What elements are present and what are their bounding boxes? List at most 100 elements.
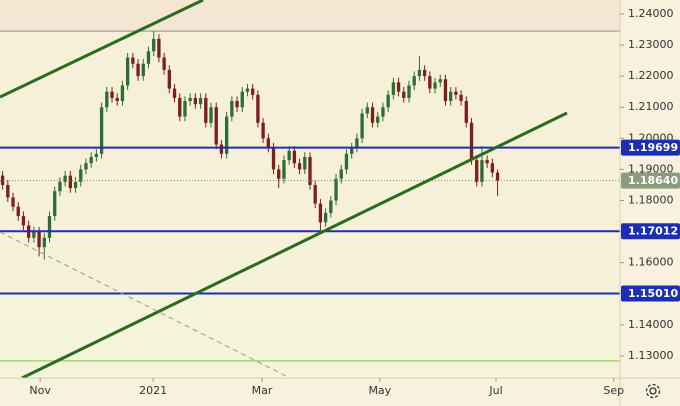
candle-body bbox=[350, 147, 354, 154]
candle bbox=[136, 59, 140, 81]
candle-body bbox=[433, 82, 437, 89]
candle-body bbox=[339, 169, 343, 179]
candle-body bbox=[110, 91, 114, 98]
candle-body bbox=[178, 97, 182, 117]
candle bbox=[391, 77, 396, 100]
candle bbox=[167, 65, 171, 94]
candle-body bbox=[485, 160, 489, 164]
candle-body bbox=[146, 51, 151, 64]
candle bbox=[125, 52, 130, 91]
candle bbox=[193, 93, 198, 109]
time-axis bbox=[0, 378, 680, 406]
candle bbox=[318, 198, 323, 231]
candle bbox=[417, 55, 422, 81]
y-tick-label: 1.16000 bbox=[628, 256, 674, 269]
candle bbox=[89, 152, 93, 168]
x-tick-label: 2021 bbox=[139, 384, 167, 397]
candle-body bbox=[188, 97, 192, 102]
candle-body bbox=[323, 212, 328, 223]
candle bbox=[146, 46, 151, 69]
candle-body bbox=[303, 156, 307, 170]
candle-body bbox=[464, 101, 468, 123]
candle bbox=[230, 96, 234, 122]
candle bbox=[6, 180, 10, 203]
candle-body bbox=[152, 38, 156, 52]
candle-body bbox=[47, 216, 52, 238]
candle bbox=[381, 102, 385, 122]
candle bbox=[11, 192, 15, 212]
candle-body bbox=[251, 88, 255, 95]
candle bbox=[422, 65, 427, 81]
candle bbox=[94, 149, 99, 162]
candle bbox=[292, 146, 297, 168]
candle-body bbox=[240, 91, 244, 108]
candle bbox=[219, 139, 224, 159]
y-tick-label: 1.19000 bbox=[628, 162, 674, 175]
price-tag-label: 1.18640 bbox=[628, 174, 678, 187]
trend-lines bbox=[0, 0, 568, 380]
candle-body bbox=[360, 113, 364, 139]
price-tag-label: 1.15010 bbox=[628, 287, 678, 300]
candle bbox=[105, 87, 109, 112]
candle bbox=[178, 93, 182, 122]
y-tick-label: 1.22000 bbox=[628, 69, 674, 82]
candle-body bbox=[6, 184, 10, 198]
candle-body bbox=[131, 57, 135, 64]
candle bbox=[16, 202, 20, 221]
candle bbox=[73, 177, 78, 193]
candle bbox=[198, 93, 203, 109]
candle bbox=[152, 31, 156, 56]
candle-body bbox=[292, 150, 297, 164]
price-tag bbox=[621, 172, 680, 189]
candle-body bbox=[334, 178, 338, 201]
candle bbox=[58, 177, 62, 196]
candle bbox=[433, 77, 437, 94]
candle-body bbox=[402, 91, 406, 98]
candle-body bbox=[63, 175, 67, 182]
candle-body bbox=[271, 147, 276, 170]
band bbox=[0, 293, 620, 378]
candle bbox=[183, 96, 187, 122]
candle-body bbox=[287, 150, 291, 161]
candle-body bbox=[407, 85, 411, 98]
y-tick-label: 1.23000 bbox=[628, 38, 674, 51]
candle bbox=[308, 152, 312, 190]
candle bbox=[32, 226, 36, 243]
candle bbox=[240, 87, 244, 112]
candle-body bbox=[454, 91, 458, 95]
candle-body bbox=[422, 69, 427, 77]
candle bbox=[141, 59, 145, 81]
candle-body bbox=[16, 206, 20, 217]
y-tick-label: 1.14000 bbox=[628, 318, 674, 331]
price-tag bbox=[621, 285, 680, 302]
candle-body bbox=[318, 203, 323, 223]
candle-body bbox=[475, 160, 479, 182]
candle bbox=[110, 87, 114, 103]
candle bbox=[261, 118, 265, 143]
candle-body bbox=[219, 144, 224, 154]
candle-body bbox=[172, 88, 177, 98]
candle bbox=[115, 93, 119, 106]
candle bbox=[256, 90, 260, 128]
candle bbox=[355, 133, 359, 153]
candle-body bbox=[490, 163, 495, 173]
candle-body bbox=[344, 153, 349, 170]
candle bbox=[323, 208, 328, 227]
candle bbox=[449, 87, 453, 106]
candle bbox=[209, 102, 213, 128]
price-tag-label: 1.17012 bbox=[628, 225, 678, 238]
candle bbox=[438, 74, 442, 88]
candle-body bbox=[376, 116, 380, 123]
candle-body bbox=[0, 175, 5, 185]
settings-icon[interactable] bbox=[645, 383, 661, 399]
candle-body bbox=[42, 237, 46, 248]
candle bbox=[334, 174, 338, 206]
candle bbox=[428, 71, 432, 94]
band bbox=[0, 0, 620, 32]
price-tag bbox=[621, 223, 680, 240]
candle bbox=[214, 102, 218, 150]
candle bbox=[162, 52, 166, 75]
x-tick-label: Mar bbox=[252, 384, 273, 397]
price-tag bbox=[621, 139, 680, 156]
candle bbox=[277, 164, 281, 189]
